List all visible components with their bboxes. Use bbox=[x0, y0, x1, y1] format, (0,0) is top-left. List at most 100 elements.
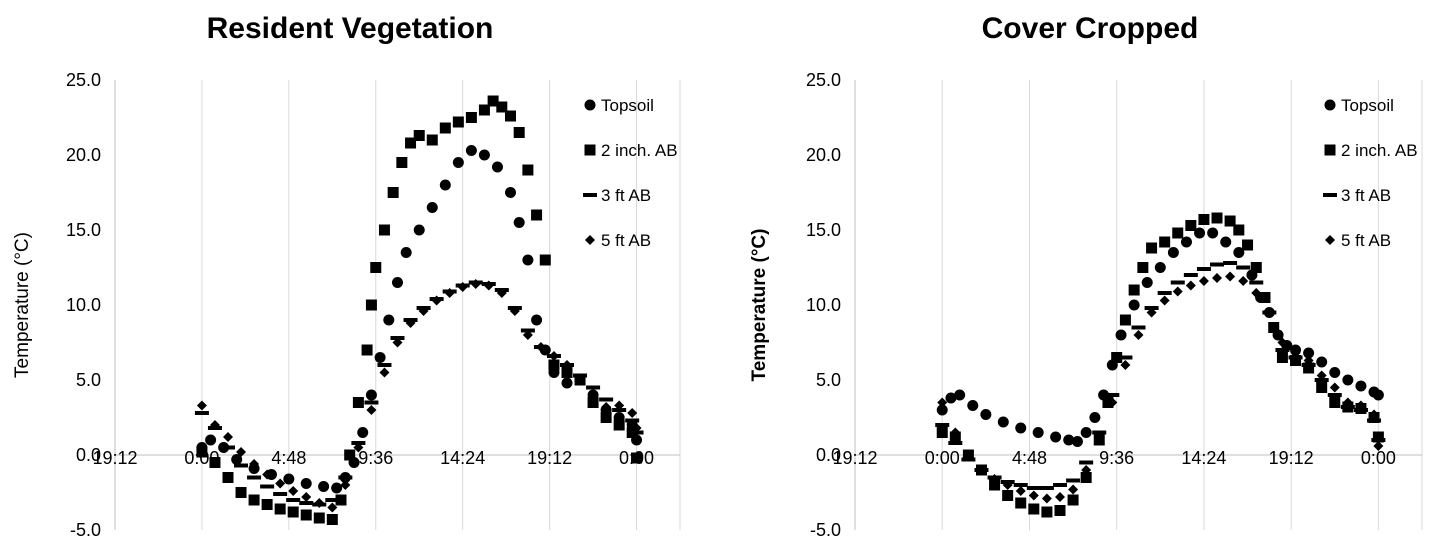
legend-label-2-inch-ab: 2 inch. AB bbox=[1341, 141, 1418, 160]
data-point bbox=[338, 475, 353, 480]
data-point bbox=[588, 390, 599, 400]
data-point bbox=[249, 459, 260, 469]
y-tick-label: -5.0 bbox=[70, 520, 101, 540]
data-point bbox=[1198, 214, 1210, 225]
data-point bbox=[1316, 370, 1327, 381]
data-point bbox=[465, 112, 477, 123]
data-point bbox=[1196, 267, 1211, 271]
data-point bbox=[209, 457, 221, 468]
legend-marker-2-inch-ab bbox=[584, 144, 596, 156]
data-point bbox=[1329, 397, 1341, 408]
data-point bbox=[378, 224, 390, 236]
legend-label-3-ft-ab: 3 ft AB bbox=[1341, 186, 1391, 205]
data-point bbox=[196, 446, 208, 458]
y-tick-label: 5.0 bbox=[76, 370, 101, 390]
y-tick-label: 25.0 bbox=[806, 70, 841, 90]
data-point bbox=[426, 134, 438, 146]
data-point bbox=[288, 486, 299, 496]
data-point bbox=[236, 447, 247, 457]
data-point bbox=[352, 397, 364, 408]
data-point bbox=[561, 377, 573, 389]
legend-label-topsoil: Topsoil bbox=[601, 96, 654, 115]
legend-label-3-ft-ab: 3 ft AB bbox=[601, 186, 651, 205]
legend-marker-topsoil bbox=[1324, 99, 1336, 111]
x-tick-label: 0:00 bbox=[925, 448, 960, 468]
series-3-ft-ab bbox=[194, 280, 644, 507]
data-point bbox=[535, 342, 546, 352]
data-point bbox=[413, 224, 425, 236]
data-point bbox=[1220, 236, 1232, 248]
chart-cover-cropped: Cover Cropped -5.0 0.0 5.0 10.0 15.0 20.0 25.0 1… bbox=[749, 12, 1423, 540]
data-point bbox=[1251, 288, 1262, 298]
data-point bbox=[365, 299, 377, 311]
legend-marker-3-ft-ab bbox=[1323, 193, 1337, 197]
data-point bbox=[1355, 380, 1367, 392]
data-point bbox=[496, 288, 507, 298]
data-point bbox=[1276, 352, 1288, 363]
data-point bbox=[1329, 382, 1340, 393]
x-tick-label: 19:12 bbox=[92, 448, 137, 468]
data-point bbox=[1094, 435, 1105, 445]
data-point bbox=[457, 282, 468, 292]
data-point bbox=[989, 479, 1001, 491]
data-point bbox=[1259, 292, 1271, 303]
data-point bbox=[383, 314, 395, 326]
data-point bbox=[353, 442, 364, 453]
data-point bbox=[374, 352, 386, 363]
data-point bbox=[283, 473, 295, 485]
data-point bbox=[405, 318, 416, 328]
data-point bbox=[1172, 227, 1184, 239]
x-tick-label: 14:24 bbox=[440, 448, 485, 468]
data-point bbox=[1068, 484, 1079, 495]
data-point bbox=[1052, 483, 1067, 487]
chart-title: Resident Vegetation bbox=[207, 12, 494, 45]
data-point bbox=[478, 149, 490, 161]
data-point bbox=[470, 279, 481, 289]
y-tick-label: 0.0 bbox=[816, 445, 841, 465]
data-point bbox=[1373, 441, 1384, 451]
data-point bbox=[980, 409, 992, 420]
data-point bbox=[1372, 389, 1384, 401]
data-point bbox=[1233, 247, 1245, 258]
data-point bbox=[1236, 265, 1251, 270]
y-tick-label: 0.0 bbox=[76, 445, 101, 465]
data-point bbox=[247, 475, 262, 480]
data-point bbox=[1080, 472, 1092, 483]
data-point bbox=[1063, 434, 1075, 446]
data-point bbox=[1225, 271, 1236, 282]
data-point bbox=[1081, 465, 1092, 475]
data-point bbox=[1028, 490, 1039, 501]
series-topsoil bbox=[936, 227, 1384, 447]
data-point bbox=[196, 400, 207, 411]
data-point bbox=[1015, 486, 1026, 496]
data-point bbox=[936, 404, 948, 416]
data-point bbox=[1250, 262, 1262, 273]
data-point bbox=[561, 367, 573, 378]
data-point bbox=[1026, 486, 1041, 490]
data-point bbox=[1028, 503, 1040, 515]
data-point bbox=[1032, 427, 1044, 438]
data-point bbox=[531, 209, 543, 221]
data-point bbox=[413, 130, 425, 141]
data-point bbox=[1039, 486, 1054, 490]
data-point bbox=[405, 137, 417, 149]
data-point bbox=[478, 104, 490, 116]
data-point bbox=[370, 262, 382, 273]
series-5-ft-ab bbox=[196, 279, 642, 513]
data-point bbox=[1185, 280, 1196, 291]
data-point bbox=[1371, 438, 1386, 442]
data-point bbox=[505, 110, 516, 122]
data-point bbox=[599, 397, 614, 402]
data-point bbox=[209, 420, 220, 430]
data-point bbox=[223, 432, 233, 442]
data-point bbox=[513, 127, 525, 138]
data-point bbox=[1327, 393, 1342, 397]
data-point bbox=[1303, 355, 1314, 366]
x-tick-label: 9:36 bbox=[1099, 448, 1134, 468]
data-point bbox=[318, 481, 330, 492]
data-point bbox=[539, 254, 551, 266]
series-2-inch-ab bbox=[936, 212, 1384, 518]
data-point bbox=[625, 418, 640, 423]
data-point bbox=[513, 217, 525, 228]
data-point bbox=[287, 506, 299, 518]
